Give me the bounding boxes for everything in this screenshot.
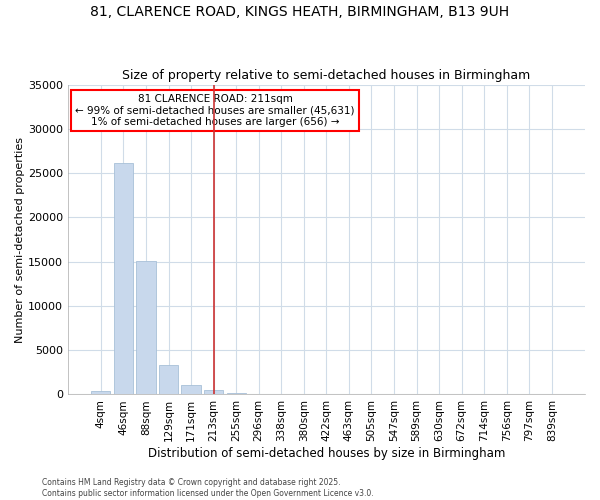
Y-axis label: Number of semi-detached properties: Number of semi-detached properties bbox=[15, 136, 25, 342]
Bar bbox=[204, 390, 223, 394]
Title: Size of property relative to semi-detached houses in Birmingham: Size of property relative to semi-detach… bbox=[122, 69, 530, 82]
Text: Contains HM Land Registry data © Crown copyright and database right 2025.
Contai: Contains HM Land Registry data © Crown c… bbox=[42, 478, 374, 498]
Text: 81 CLARENCE ROAD: 211sqm
← 99% of semi-detached houses are smaller (45,631)
1% o: 81 CLARENCE ROAD: 211sqm ← 99% of semi-d… bbox=[76, 94, 355, 127]
Bar bbox=[181, 384, 200, 394]
Bar bbox=[227, 393, 246, 394]
Bar bbox=[91, 392, 110, 394]
X-axis label: Distribution of semi-detached houses by size in Birmingham: Distribution of semi-detached houses by … bbox=[148, 447, 505, 460]
Bar bbox=[136, 261, 155, 394]
Text: 81, CLARENCE ROAD, KINGS HEATH, BIRMINGHAM, B13 9UH: 81, CLARENCE ROAD, KINGS HEATH, BIRMINGH… bbox=[91, 5, 509, 19]
Bar bbox=[114, 164, 133, 394]
Bar bbox=[159, 365, 178, 394]
